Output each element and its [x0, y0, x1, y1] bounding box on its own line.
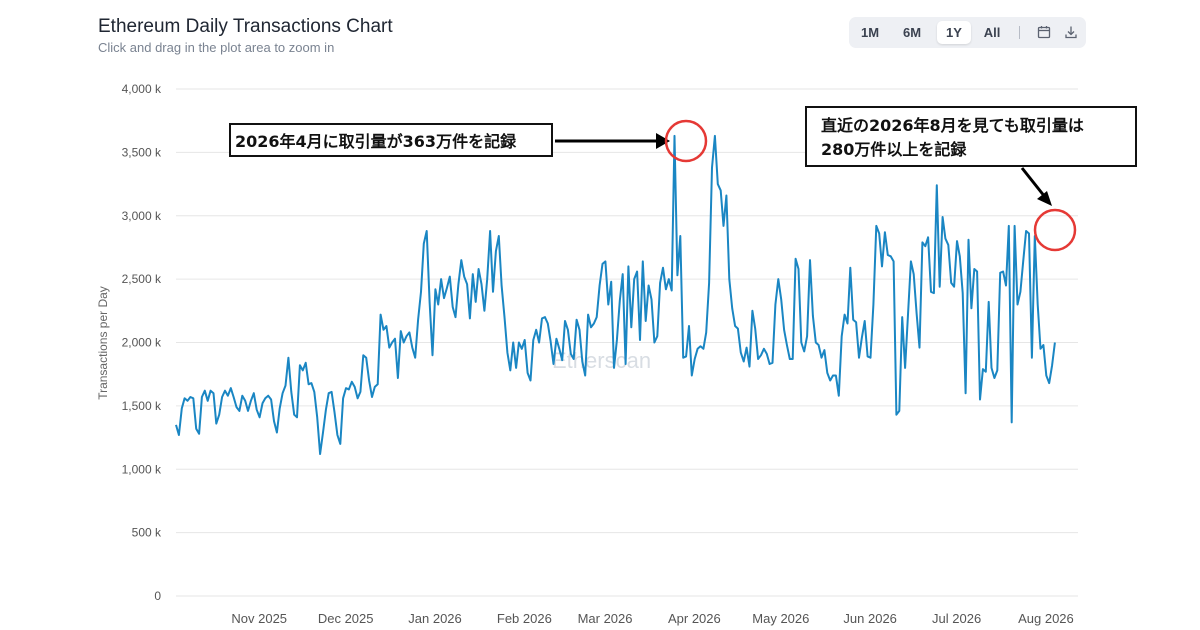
range-all-button[interactable]: All — [983, 25, 1001, 40]
y-tick-label: 4,000 k — [122, 82, 162, 96]
x-tick-label: Nov 2025 — [231, 611, 287, 626]
x-tick-label: Jan 2026 — [408, 611, 462, 626]
annotation-august-line1: 直近の2026年8月を見ても取引量は — [821, 116, 1084, 135]
annotation-april-text: 2026年4月に取引量が363万件を記録 — [235, 132, 517, 151]
x-tick-label: Aug 2026 — [1018, 611, 1074, 626]
range-selector: 1M 6M 1Y All — [849, 17, 1086, 48]
x-tick-label: Apr 2026 — [668, 611, 721, 626]
chart-subtitle: Click and drag in the plot area to zoom … — [98, 40, 335, 55]
y-tick-label: 500 k — [132, 526, 162, 540]
y-tick-label: 3,500 k — [122, 145, 162, 159]
y-tick-label: 1,500 k — [122, 399, 162, 413]
range-6m-button[interactable]: 6M — [902, 25, 922, 40]
x-tick-label: Jul 2026 — [932, 611, 981, 626]
x-tick-label: Jun 2026 — [843, 611, 897, 626]
x-tick-label: Dec 2025 — [318, 611, 374, 626]
y-tick-label: 3,000 k — [122, 209, 162, 223]
highlight-circle — [1033, 208, 1077, 252]
range-1m-button[interactable]: 1M — [860, 25, 880, 40]
highlight-circle — [664, 119, 708, 163]
annotation-august-note: 直近の2026年8月を見ても取引量は 280万件以上を記録 — [805, 106, 1137, 167]
y-tick-label: 1,000 k — [122, 462, 162, 476]
arrow-head — [656, 133, 670, 149]
range-1y-button[interactable]: 1Y — [937, 21, 971, 44]
chart-title: Ethereum Daily Transactions Chart — [98, 16, 393, 37]
callouts — [555, 119, 1077, 252]
y-tick-labels: 0 500 k 1,000 k 1,500 k 2,000 k 2,500 k 3,000 … — [122, 82, 162, 603]
download-icon[interactable] — [1063, 24, 1079, 40]
watermark: Etherscan — [552, 348, 651, 373]
annotation-april-peak: 2026年4月に取引量が363万件を記録 — [229, 123, 553, 157]
arrow-head — [1037, 191, 1052, 206]
x-tick-label: Mar 2026 — [578, 611, 633, 626]
x-tick-labels: Nov 2025 Dec 2025 Jan 2026 Feb 2026 Mar 2026… — [231, 611, 1073, 626]
x-tick-label: May 2026 — [752, 611, 809, 626]
y-axis-label: Transactions per Day — [96, 286, 110, 400]
series-line — [175, 134, 1056, 455]
x-tick-label: Feb 2026 — [497, 611, 552, 626]
annotation-august-line2: 280万件以上を記録 — [821, 140, 967, 159]
y-tick-label: 0 — [154, 589, 161, 603]
y-tick-label: 2,500 k — [122, 272, 162, 286]
arrow-shaft — [1020, 167, 1047, 198]
range-separator — [1019, 26, 1020, 39]
calendar-icon[interactable] — [1036, 24, 1052, 40]
y-tick-label: 2,000 k — [122, 336, 162, 350]
